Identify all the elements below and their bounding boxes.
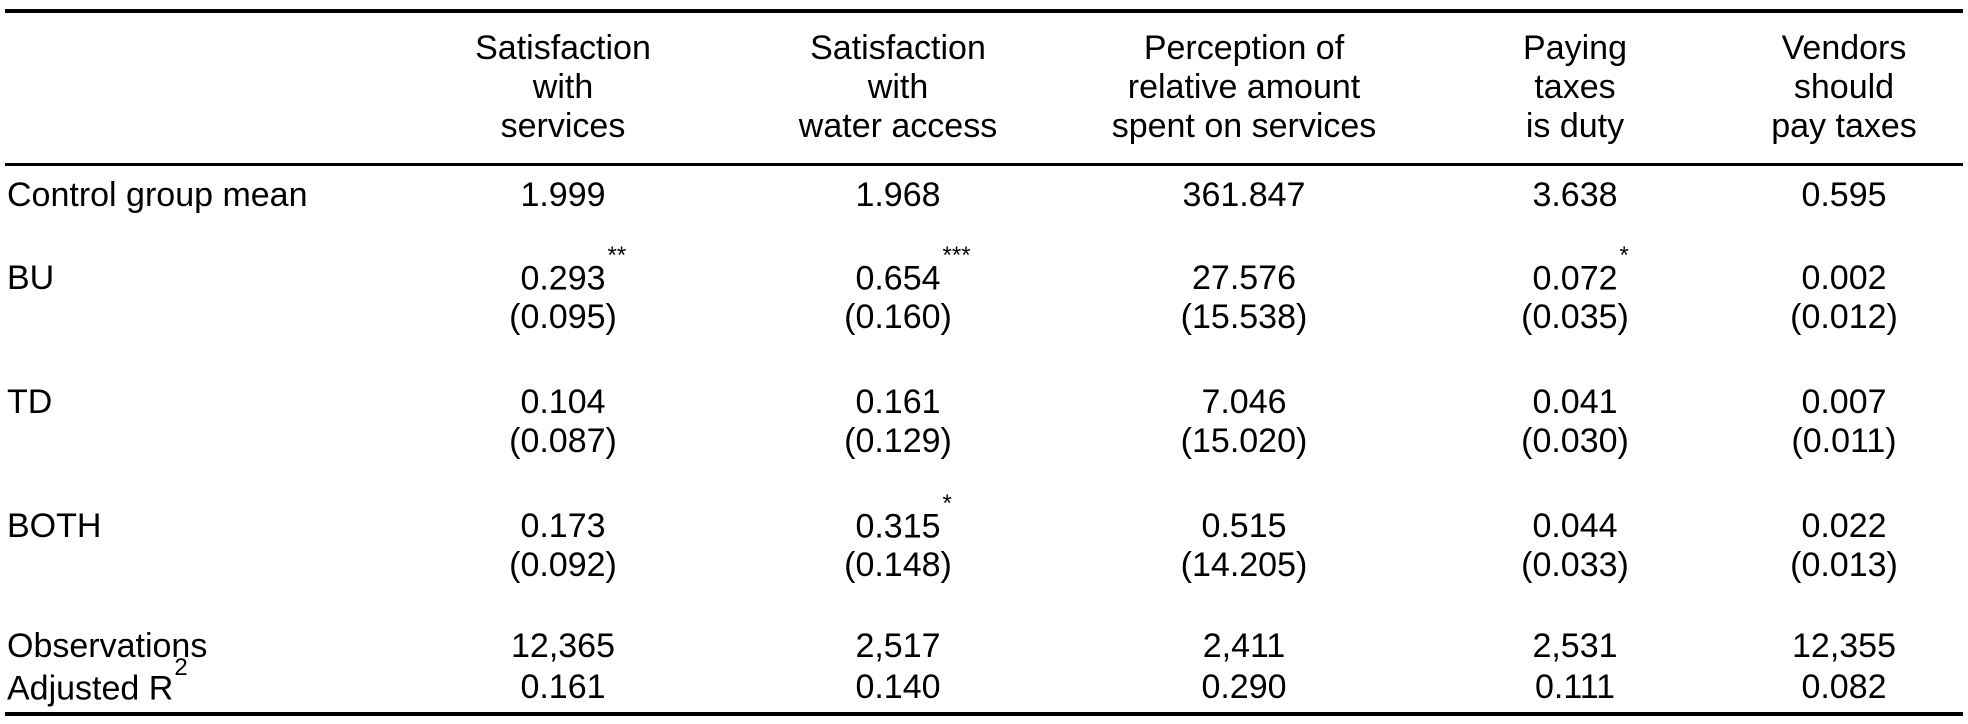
se-cell: (0.030) bbox=[1521, 422, 1629, 460]
se-cell: (15.538) bbox=[1180, 298, 1308, 336]
se-cell: (0.160) bbox=[844, 298, 952, 336]
empty-cell bbox=[5, 298, 393, 342]
estimate: 0.293 bbox=[520, 259, 606, 297]
estimate-cell: 0.293** bbox=[520, 241, 627, 297]
empty-cell bbox=[5, 422, 393, 466]
value-cell: 0.140 bbox=[855, 667, 941, 706]
header-row: Satisfaction with services Satisfaction … bbox=[5, 13, 1963, 165]
estimate: 0.315 bbox=[855, 507, 941, 545]
value-cell: 12,355 bbox=[1792, 626, 1896, 665]
se-cell: (14.205) bbox=[1180, 546, 1308, 584]
row-label: Control group mean bbox=[7, 175, 308, 214]
se-cell: (0.092) bbox=[509, 546, 617, 584]
value-cell: 1.999 bbox=[520, 175, 606, 214]
value-cell: 2,411 bbox=[1202, 626, 1286, 665]
value-cell: 0.290 bbox=[1201, 667, 1287, 706]
estimate: 0.044 bbox=[1532, 507, 1618, 545]
col-header-perception-spent: Perception of relative amount spent on s… bbox=[1111, 29, 1377, 145]
se-cell: (0.033) bbox=[1521, 546, 1629, 584]
estimate-cell: 0.007 bbox=[1725, 378, 1963, 422]
table-bottom-rule bbox=[5, 712, 1963, 717]
estimate: 0.022 bbox=[1801, 507, 1887, 545]
td-coefficient-row: TD 0.104 0.161 7.046 0.041 0.007 bbox=[5, 378, 1963, 422]
value-cell: 3.638 bbox=[1532, 175, 1618, 214]
value-cell: 2,531 bbox=[1532, 626, 1618, 665]
estimate-cell: 0.315* bbox=[855, 489, 952, 545]
value-cell: 1.968 bbox=[855, 175, 941, 214]
estimate: 0.007 bbox=[1801, 383, 1887, 421]
estimate: 27.576 bbox=[1192, 259, 1296, 297]
value-cell: 12,365 bbox=[511, 626, 615, 665]
adjusted-r2-row: Adjusted R2 0.161 0.140 0.290 0.111 0.08… bbox=[5, 654, 1963, 708]
estimate-cell: 0.515 bbox=[1063, 502, 1425, 546]
estimate-cell: 0.041 bbox=[1425, 378, 1725, 422]
spacer-row bbox=[5, 224, 1963, 254]
col-header-satisfaction-water: Satisfaction with water access bbox=[798, 29, 998, 145]
value-cell: 0.111 bbox=[1534, 667, 1616, 706]
se-cell: (0.035) bbox=[1521, 298, 1629, 336]
bu-coefficient-row: BU 0.293** 0.654*** 27.576 0.072* 0.002 bbox=[5, 241, 1963, 298]
se-cell: (0.012) bbox=[1790, 298, 1898, 336]
col-header-vendors-pay-taxes: Vendors should pay taxes bbox=[1771, 29, 1917, 145]
control-group-mean-row: Control group mean 1.999 1.968 361.847 3… bbox=[5, 165, 1963, 225]
estimate-cell: 0.654*** bbox=[855, 241, 971, 297]
row-label: BOTH bbox=[7, 507, 102, 545]
observations-row: Observations 12,365 2,517 2,411 2,531 12… bbox=[5, 626, 1963, 666]
estimate-cell: 0.022 bbox=[1725, 502, 1963, 546]
se-cell: (0.148) bbox=[844, 546, 952, 584]
col-header-paying-taxes-duty: Paying taxes is duty bbox=[1523, 29, 1627, 145]
estimate-cell: 0.104 bbox=[393, 378, 733, 422]
estimate: 0.654 bbox=[855, 259, 941, 297]
spacer-row bbox=[5, 342, 1963, 378]
estimate: 7.046 bbox=[1201, 383, 1287, 421]
td-standard-error-row: (0.087) (0.129) (15.020) (0.030) (0.011) bbox=[5, 422, 1963, 466]
se-cell: (0.095) bbox=[509, 298, 617, 336]
value-cell: 2,517 bbox=[855, 626, 941, 665]
estimate-cell: 27.576 bbox=[1063, 254, 1425, 298]
adjusted-r2-label: Adjusted R bbox=[7, 669, 174, 708]
bu-standard-error-row: (0.095) (0.160) (15.538) (0.035) (0.012) bbox=[5, 298, 1963, 342]
row-label: TD bbox=[7, 383, 53, 421]
regression-results-table: Satisfaction with services Satisfaction … bbox=[5, 13, 1963, 708]
se-cell: (0.013) bbox=[1790, 546, 1898, 584]
row-label: Adjusted R2 bbox=[5, 654, 393, 708]
estimate-cell: 0.072* bbox=[1532, 241, 1629, 297]
se-cell: (0.011) bbox=[1791, 422, 1897, 460]
estimate: 0.161 bbox=[855, 383, 941, 421]
estimate: 0.104 bbox=[520, 383, 606, 421]
estimate-cell: 7.046 bbox=[1063, 378, 1425, 422]
estimate-cell: 0.044 bbox=[1425, 502, 1725, 546]
estimate: 0.173 bbox=[520, 507, 606, 545]
estimate: 0.072 bbox=[1532, 259, 1618, 297]
se-cell: (0.087) bbox=[509, 422, 617, 460]
corner-cell bbox=[5, 13, 393, 165]
spacer-row bbox=[5, 466, 1963, 502]
se-cell: (15.020) bbox=[1180, 422, 1308, 460]
estimate-cell: 0.173 bbox=[393, 502, 733, 546]
estimate: 0.041 bbox=[1532, 383, 1618, 421]
both-standard-error-row: (0.092) (0.148) (14.205) (0.033) (0.013) bbox=[5, 546, 1963, 590]
value-cell: 0.595 bbox=[1801, 175, 1887, 214]
col-header-satisfaction-services: Satisfaction with services bbox=[475, 29, 651, 145]
estimate: 0.515 bbox=[1201, 507, 1287, 545]
estimate-cell: 0.161 bbox=[733, 378, 1063, 422]
value-cell: 0.082 bbox=[1801, 667, 1887, 706]
row-label: Observations bbox=[7, 626, 208, 665]
row-label: BU bbox=[7, 259, 55, 297]
value-cell: 0.161 bbox=[520, 667, 606, 706]
se-cell: (0.129) bbox=[844, 422, 952, 460]
estimate: 0.002 bbox=[1801, 259, 1887, 297]
table-top-rule bbox=[5, 9, 1963, 13]
r2-superscript: 2 bbox=[174, 654, 188, 681]
value-cell: 361.847 bbox=[1182, 175, 1306, 214]
estimate-cell: 0.002 bbox=[1725, 254, 1963, 298]
empty-cell bbox=[5, 546, 393, 590]
both-coefficient-row: BOTH 0.173 0.315* 0.515 0.044 0.022 bbox=[5, 489, 1963, 546]
spacer-row bbox=[5, 590, 1963, 626]
